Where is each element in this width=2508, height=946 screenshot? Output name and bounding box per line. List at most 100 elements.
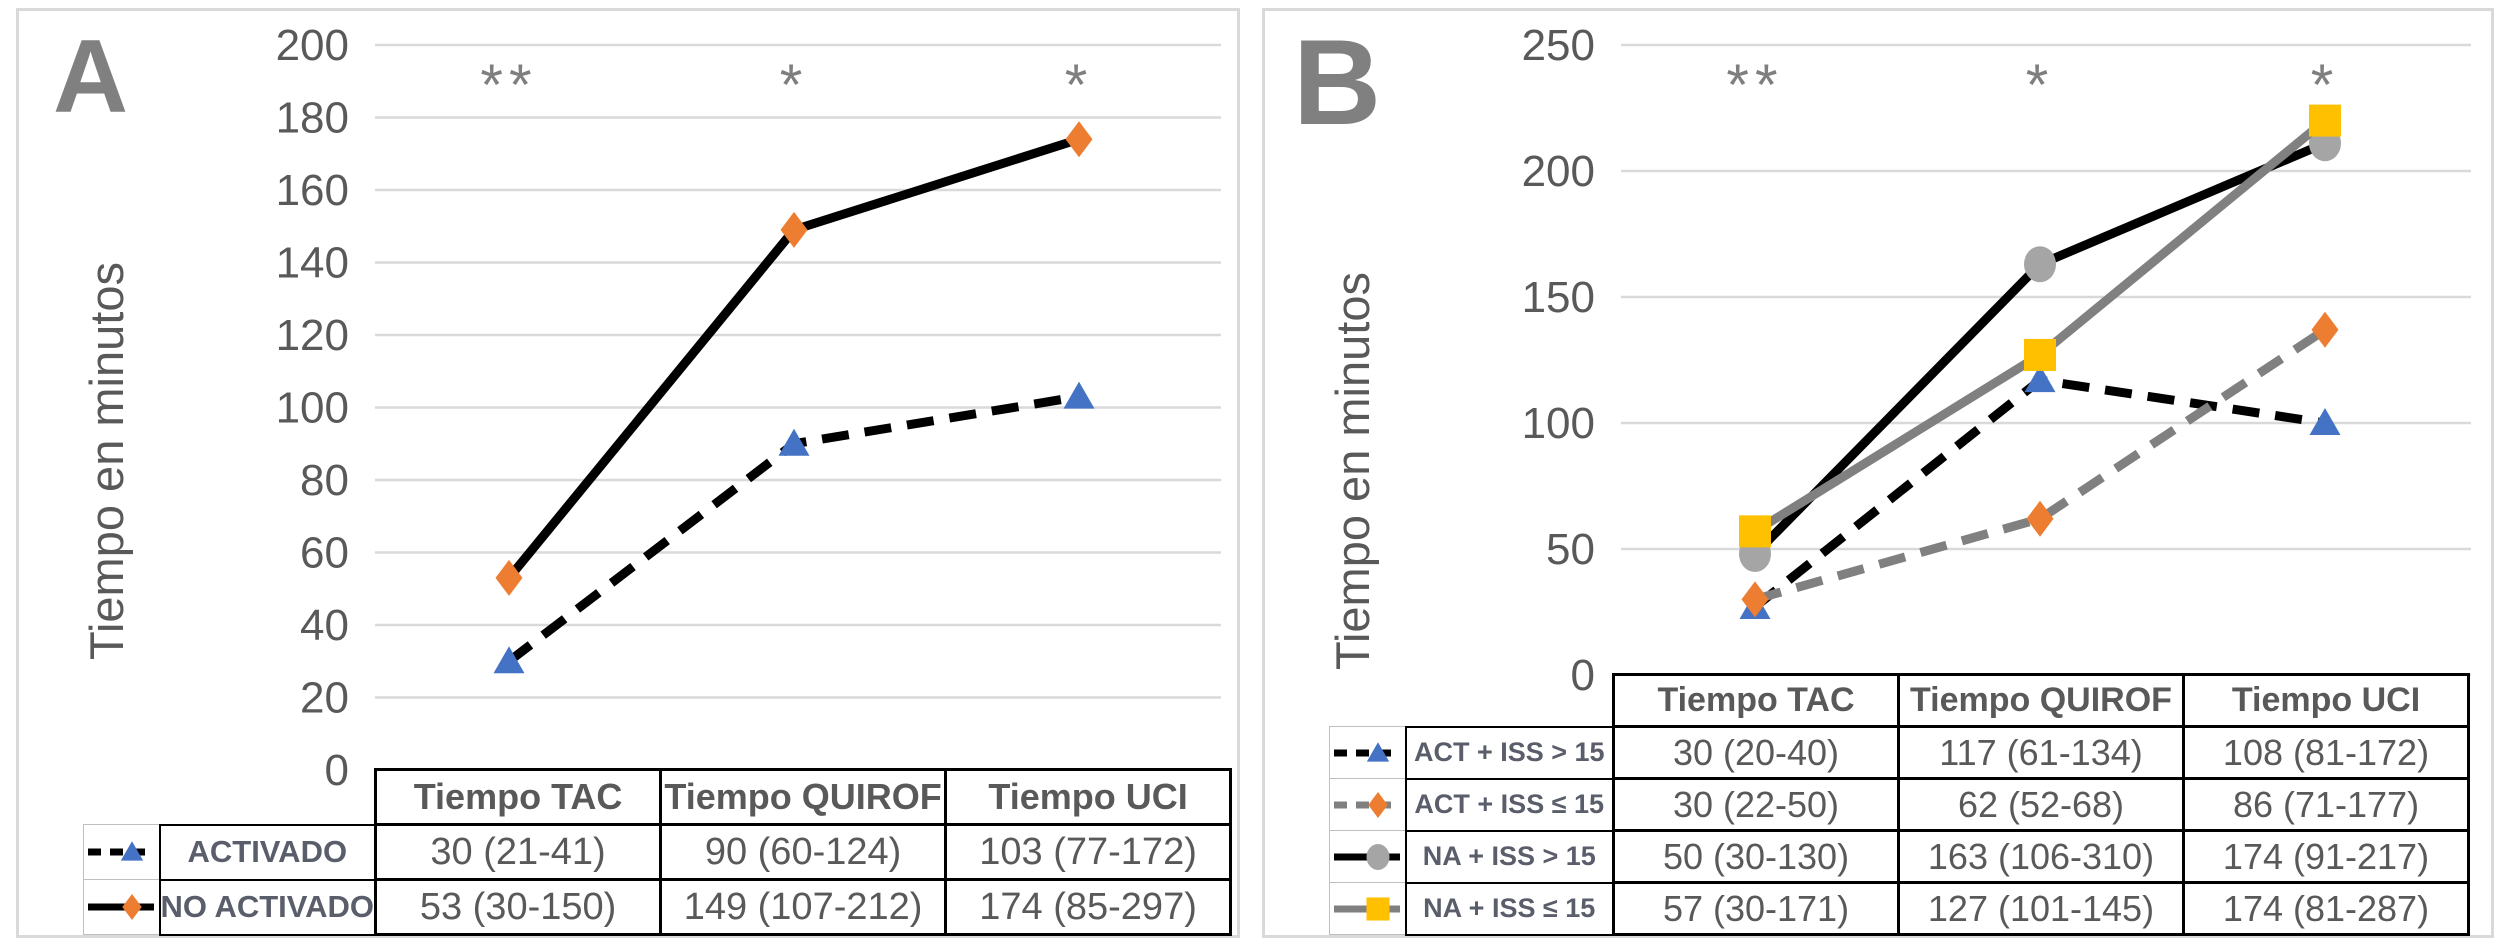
y-axis-title: Tiempo en minutos xyxy=(80,262,133,660)
legend-key-cell xyxy=(83,879,160,935)
table-value-cell: 127 (101-145) xyxy=(1897,881,2185,936)
marker-square xyxy=(1739,515,1771,548)
table-value-cell: 149 (107-212) xyxy=(659,878,948,936)
legend-key xyxy=(1334,791,1401,818)
table-value-cell: 174 (85-297) xyxy=(944,878,1233,936)
table-value-cell: 50 (30-130) xyxy=(1612,829,1900,884)
table-corner-cell xyxy=(84,770,160,825)
y-tick-label: 100 xyxy=(276,384,349,433)
series-line-act-iss-15 xyxy=(1753,326,2328,604)
table-corner-cell xyxy=(1330,675,1406,727)
table-corner-cell xyxy=(1406,675,1614,727)
table-header-cell: Tiempo UCI xyxy=(944,768,1233,826)
table-value-cell: 53 (30-150) xyxy=(374,878,663,936)
legend-series-name: ACT + ISS ≤ 15 xyxy=(1404,777,1615,832)
legend-key xyxy=(1334,741,1401,762)
y-tick-label: 150 xyxy=(1522,273,1595,322)
marker-square xyxy=(2309,104,2341,137)
y-tick-label: 140 xyxy=(276,239,349,288)
panel-b: B Tiempo en minutos 0 50 100 150 200 250 ** * * … xyxy=(1262,8,2494,938)
table-value-cell: 30 (22-50) xyxy=(1612,777,1900,832)
table-value-cell: 62 (52-68) xyxy=(1897,777,2185,832)
table-header-cell: Tiempo QUIROF xyxy=(1897,673,2185,728)
table-corner-cell xyxy=(160,770,376,825)
marker-square xyxy=(1366,896,1390,921)
significance-marker: * xyxy=(1065,53,1094,118)
marker-triangle xyxy=(778,428,810,456)
marker-diamond xyxy=(2311,311,2339,348)
table-value-cell: 30 (20-40) xyxy=(1612,725,1900,780)
table-row: NA + ISS ≤ 15 57 (30-171) 127 (101-145) 174… xyxy=(1329,881,2470,936)
marker-triangle xyxy=(121,841,144,861)
table-header-cell: Tiempo UCI xyxy=(2182,673,2470,728)
data-table: Tiempo TAC Tiempo QUIROF Tiempo UCI ACTIVAD… xyxy=(83,768,1233,936)
legend-key xyxy=(1334,896,1401,921)
table-row: ACT + ISS > 15 30 (20-40) 117 (61-134) 108 … xyxy=(1329,725,2470,780)
marker-diamond xyxy=(122,894,142,920)
significance-marker: * xyxy=(2026,53,2055,118)
y-tick-label: 160 xyxy=(276,166,349,215)
legend-series-name: NA + ISS ≤ 15 xyxy=(1404,881,1615,936)
significance-marker: ** xyxy=(480,53,537,118)
table-header-cell: Tiempo TAC xyxy=(1612,673,1900,728)
y-tick-label: 20 xyxy=(300,674,349,723)
marker-diamond xyxy=(495,559,523,596)
panel-a: A Tiempo en minutos 0 20 40 60 80 100 120 140 16… xyxy=(16,8,1240,938)
marker-triangle xyxy=(493,646,525,674)
legend-series-name: NA + ISS > 15 xyxy=(1404,829,1615,884)
table-value-cell: 174 (91-217) xyxy=(2182,829,2470,884)
legend-series-name: NO ACTIVADO xyxy=(158,878,377,936)
legend-key-cell xyxy=(83,824,160,880)
table-value-cell: 108 (81-172) xyxy=(2182,725,2470,780)
y-tick-label: 100 xyxy=(1522,399,1595,448)
panel-label-b: B xyxy=(1293,14,1382,150)
y-tick-label: 180 xyxy=(276,94,349,143)
y-tick-label: 200 xyxy=(1522,147,1595,196)
table-value-cell: 57 (30-171) xyxy=(1612,881,1900,936)
marker-diamond xyxy=(780,211,808,248)
marker-diamond xyxy=(1368,791,1388,818)
legend-key-cell xyxy=(1329,830,1406,883)
table-value-cell: 90 (60-124) xyxy=(659,823,948,881)
y-tick-label: 60 xyxy=(300,529,349,578)
table-value-cell: 103 (77-172) xyxy=(944,823,1233,881)
legend-key-cell xyxy=(1329,778,1406,831)
table-value-cell: 30 (21-41) xyxy=(374,823,663,881)
y-tick-label: 250 xyxy=(1522,21,1595,70)
y-tick-label: 200 xyxy=(276,21,349,70)
marker-triangle xyxy=(1367,741,1390,762)
legend-key xyxy=(88,841,155,861)
legend-key-cell xyxy=(1329,882,1406,935)
marker-triangle xyxy=(1063,381,1095,409)
marker-triangle xyxy=(2309,408,2341,435)
table-value-cell: 117 (61-134) xyxy=(1897,725,2185,780)
table-row: ACTIVADO 30 (21-41) 90 (60-124) 103 (77-172… xyxy=(83,823,1233,881)
y-tick-label: 0 xyxy=(325,746,349,795)
legend-key-cell xyxy=(1329,726,1406,779)
marker-diamond xyxy=(1065,121,1093,158)
legend-key xyxy=(1334,843,1401,870)
series-line-no-activado xyxy=(505,134,1081,581)
marker-circle xyxy=(1366,843,1390,870)
marker-square xyxy=(2024,338,2056,371)
y-tick-label: 80 xyxy=(300,456,349,505)
marker-diamond xyxy=(1741,581,1769,618)
panel-label-a: A xyxy=(53,19,129,135)
marker-circle xyxy=(2024,246,2056,283)
table-row: NO ACTIVADO 53 (30-150) 149 (107-212) 174 (… xyxy=(83,878,1233,936)
y-tick-label: 120 xyxy=(276,311,349,360)
y-tick-label: 50 xyxy=(1546,525,1595,574)
significance-marker: * xyxy=(2311,53,2340,118)
significance-marker: * xyxy=(780,53,809,118)
table-row: ACT + ISS ≤ 15 30 (22-50) 62 (52-68) 86 (71… xyxy=(1329,777,2470,832)
y-tick-label: 0 xyxy=(1571,651,1595,700)
table-value-cell: 163 (106-310) xyxy=(1897,829,2185,884)
legend-series-name: ACTIVADO xyxy=(158,823,377,881)
table-header-cell: Tiempo TAC xyxy=(374,768,663,826)
significance-marker: ** xyxy=(1726,53,1783,118)
table-value-cell: 86 (71-177) xyxy=(2182,777,2470,832)
legend-series-name: ACT + ISS > 15 xyxy=(1404,725,1615,780)
